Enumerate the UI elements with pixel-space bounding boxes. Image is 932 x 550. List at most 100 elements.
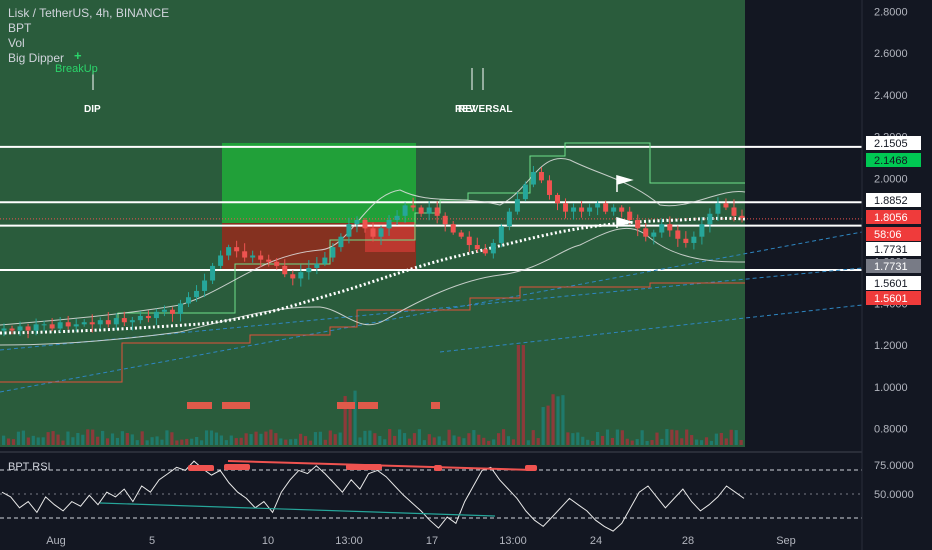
price-tick: 2.0000 bbox=[874, 173, 908, 185]
candle-body bbox=[546, 180, 552, 195]
candle-body bbox=[571, 207, 577, 212]
resistance-step-line bbox=[117, 142, 745, 322]
price-tag bbox=[866, 193, 921, 207]
candle-body bbox=[153, 311, 159, 319]
volume-bar bbox=[447, 429, 451, 445]
volume-bar bbox=[417, 429, 421, 445]
volume-bar bbox=[264, 431, 268, 445]
volume-bar bbox=[457, 436, 461, 445]
price-tag-label: 1.7731 bbox=[874, 261, 908, 273]
volume-bar bbox=[699, 440, 704, 445]
volume-bar bbox=[422, 440, 426, 445]
candle-body bbox=[9, 328, 15, 331]
volume-bar bbox=[81, 434, 85, 445]
candle-body bbox=[121, 318, 127, 323]
volume-bar bbox=[605, 429, 610, 445]
volume-bar bbox=[497, 433, 501, 445]
candle-body bbox=[218, 255, 224, 266]
dip-label: DIP bbox=[84, 104, 101, 115]
candle-body bbox=[242, 251, 248, 258]
time-tick: Aug bbox=[46, 535, 66, 547]
volume-bar bbox=[388, 429, 392, 445]
candle-body bbox=[530, 172, 536, 185]
candle-body bbox=[161, 309, 167, 312]
candle-body bbox=[635, 220, 641, 229]
volume-bar bbox=[492, 439, 496, 445]
candle-body bbox=[330, 247, 336, 258]
candle-body bbox=[667, 224, 673, 231]
candle-body bbox=[386, 220, 392, 229]
volume-bar bbox=[358, 437, 362, 445]
volume-bar bbox=[76, 433, 80, 445]
candle-body bbox=[41, 324, 47, 326]
candle-body bbox=[73, 324, 79, 327]
volume-bar bbox=[120, 431, 124, 445]
candle-body bbox=[739, 215, 745, 218]
volume-bar bbox=[71, 437, 75, 445]
volume-bar bbox=[432, 437, 436, 445]
volume-bar bbox=[105, 438, 110, 445]
volume-bar bbox=[170, 432, 174, 445]
candle-body bbox=[522, 184, 528, 200]
volume-bar bbox=[343, 396, 347, 445]
volume-bar bbox=[185, 438, 189, 445]
volume-bar bbox=[398, 429, 402, 445]
price-tag-label: 1.7731 bbox=[874, 244, 908, 256]
candle-body bbox=[410, 205, 416, 208]
candle-body bbox=[354, 220, 360, 225]
volume-bar bbox=[155, 436, 159, 445]
price-tag bbox=[866, 153, 921, 167]
indicator-bpt[interactable]: BPT bbox=[8, 21, 32, 35]
candle-body bbox=[65, 322, 71, 327]
price-tag bbox=[866, 136, 921, 150]
volume-bar bbox=[521, 345, 525, 445]
volume-bar bbox=[51, 431, 55, 445]
candle-body bbox=[595, 203, 601, 208]
volume-bar bbox=[462, 438, 466, 445]
indicator-vol[interactable]: Vol bbox=[8, 36, 25, 50]
price-tag bbox=[866, 227, 921, 241]
candle-body bbox=[723, 203, 729, 208]
volume-bar bbox=[650, 440, 654, 445]
volume-bar bbox=[234, 438, 238, 445]
volume-bar bbox=[546, 405, 550, 445]
candle-body bbox=[258, 255, 264, 260]
moving-average-line bbox=[0, 216, 746, 335]
volume-bar bbox=[308, 440, 313, 445]
volume-bar bbox=[645, 440, 649, 445]
volume-bar bbox=[482, 437, 486, 445]
volume-bar bbox=[541, 407, 545, 445]
volume-bar bbox=[596, 431, 600, 445]
price-tag-label: 58:06 bbox=[874, 229, 902, 241]
volume-bar bbox=[561, 395, 565, 445]
volume-bar bbox=[675, 430, 679, 445]
volume-bar bbox=[472, 430, 476, 445]
symbol-title[interactable]: Lisk / TetherUS, 4h, BINANCE bbox=[8, 6, 170, 20]
price-tag-label: 1.5601 bbox=[874, 293, 908, 305]
volume-bar bbox=[709, 440, 714, 445]
rsi-indicator-label[interactable]: BPT RSI bbox=[8, 461, 51, 473]
volume-bar bbox=[338, 432, 342, 445]
candle-body bbox=[145, 315, 151, 319]
volume-bar bbox=[26, 437, 30, 445]
candle-body bbox=[466, 236, 472, 246]
indicator-big-dipper[interactable]: Big Dipper bbox=[8, 51, 65, 65]
volume-bar bbox=[101, 430, 105, 445]
volume-bar bbox=[224, 440, 228, 445]
volume-bar bbox=[150, 437, 154, 445]
volume-bar bbox=[378, 436, 382, 445]
candle-body bbox=[266, 259, 272, 262]
volume-bar bbox=[734, 430, 738, 445]
candle-body bbox=[57, 322, 63, 329]
volume-bar bbox=[145, 440, 149, 445]
rsi-tick: 50.0000 bbox=[874, 489, 914, 501]
volume-bar bbox=[635, 439, 639, 445]
candle-body bbox=[683, 238, 689, 243]
volume-bar bbox=[269, 429, 273, 445]
rsi-panel-bg bbox=[0, 453, 862, 550]
volume-bar bbox=[615, 429, 619, 445]
volume-bar bbox=[665, 429, 669, 445]
flag-icon bbox=[616, 217, 634, 228]
volume-bar bbox=[61, 440, 65, 445]
